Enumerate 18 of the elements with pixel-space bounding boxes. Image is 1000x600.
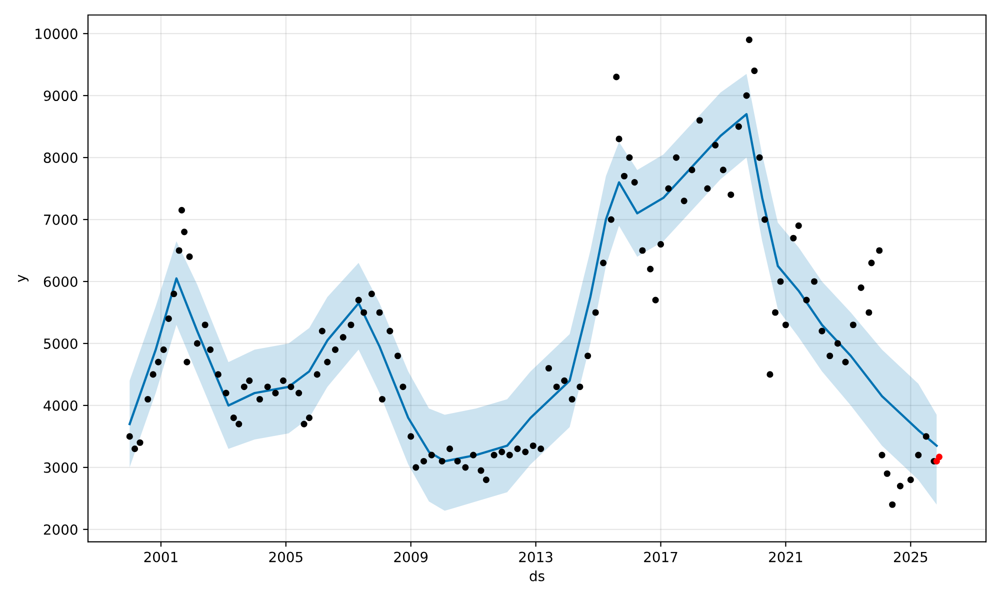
y-tick-label: 7000 [44, 214, 78, 225]
x-tick-label: 2021 [769, 552, 802, 562]
x-tick-label: 2001 [144, 552, 178, 562]
y-tick-label: 9000 [44, 90, 78, 102]
y-tick-label: 3000 [44, 462, 78, 473]
y-tick-label: 10000 [36, 28, 78, 40]
x-tick-label: 2009 [394, 552, 428, 562]
x-tick-label: 2013 [519, 552, 552, 562]
y-tick-label: 4000 [44, 400, 78, 411]
x-axis-title: ds [530, 570, 544, 582]
y-tick-label: 6000 [44, 276, 78, 287]
x-tick-label: 2017 [644, 552, 678, 562]
y-tick-label: 8000 [44, 152, 78, 164]
y-axis-title: y [18, 274, 29, 282]
y-tick-label: 5000 [44, 338, 78, 349]
x-tick-label: 2025 [894, 552, 928, 562]
y-tick-label: 2000 [44, 524, 78, 535]
x-tick-label: 2005 [269, 552, 302, 562]
